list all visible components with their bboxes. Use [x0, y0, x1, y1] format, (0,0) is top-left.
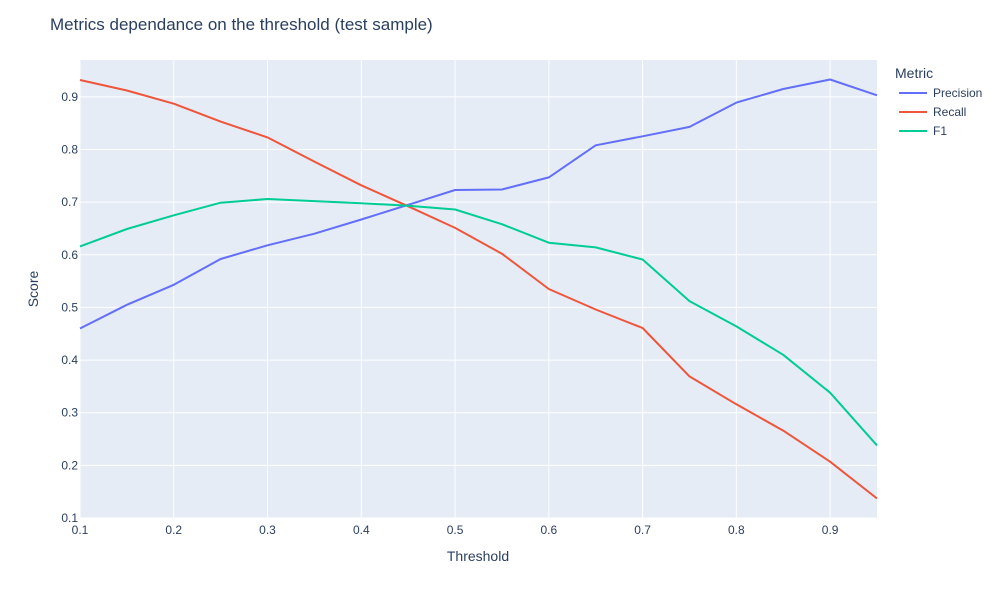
x-tick-label: 0.9: [822, 523, 839, 537]
y-tick-label: 0.2: [61, 458, 78, 472]
legend[interactable]: Metric Precision Recall F1: [895, 65, 982, 138]
legend-label: Precision: [933, 86, 982, 100]
y-axis-ticks: 0.1 0.2 0.3 0.4 0.5 0.6 0.7 0.8 0.9: [61, 90, 78, 525]
legend-item-recall[interactable]: Recall: [899, 105, 966, 119]
x-tick-label: 0.5: [447, 523, 464, 537]
legend-label: F1: [933, 124, 947, 138]
series-lines: [79, 78, 878, 500]
y-tick-label: 0.7: [61, 195, 78, 209]
series-line-recall: [79, 79, 878, 500]
y-tick-label: 0.1: [61, 511, 78, 525]
x-tick-label: 0.3: [259, 523, 276, 537]
legend-item-f1[interactable]: F1: [899, 124, 947, 138]
chart-title: Metrics dependance on the threshold (tes…: [50, 15, 433, 34]
y-tick-label: 0.8: [61, 142, 78, 156]
x-tick-label: 0.4: [353, 523, 370, 537]
x-tick-label: 0.8: [728, 523, 745, 537]
legend-label: Recall: [933, 105, 966, 119]
y-tick-label: 0.4: [61, 353, 78, 367]
x-tick-label: 0.7: [634, 523, 651, 537]
series-line-precision: [79, 78, 878, 330]
x-tick-label: 0.1: [72, 523, 89, 537]
y-tick-label: 0.5: [61, 300, 78, 314]
gridlines: [79, 60, 877, 519]
x-tick-label: 0.6: [540, 523, 557, 537]
series-line-f1: [79, 198, 878, 447]
legend-title: Metric: [895, 65, 933, 81]
plot-area: [80, 60, 877, 518]
x-tick-label: 0.2: [165, 523, 182, 537]
x-axis-ticks: 0.1 0.2 0.3 0.4 0.5 0.6 0.7 0.8 0.9: [72, 523, 839, 537]
legend-item-precision[interactable]: Precision: [899, 86, 982, 100]
y-axis-title: Score: [25, 271, 41, 308]
y-tick-label: 0.6: [61, 248, 78, 262]
y-tick-label: 0.3: [61, 406, 78, 420]
y-tick-label: 0.9: [61, 90, 78, 104]
x-axis-title: Threshold: [447, 548, 509, 564]
